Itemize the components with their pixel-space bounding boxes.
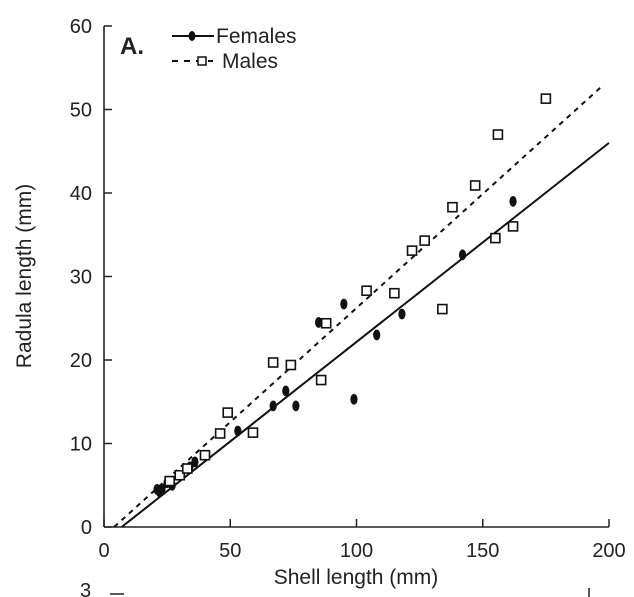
data-point-females (282, 385, 290, 397)
data-point-males (214, 428, 226, 439)
data-point-males (285, 359, 297, 371)
axes (103, 26, 609, 528)
data-point-males (182, 463, 193, 474)
y-tick-label: 60 (70, 16, 92, 38)
data-point-males (361, 285, 372, 296)
data-point-males (492, 129, 504, 140)
y-axis-title: Radula length (mm) (13, 184, 36, 368)
data-point-females (292, 400, 300, 412)
fit-lines (113, 83, 610, 528)
data-point-males (164, 475, 175, 487)
x-tick-label: 200 (592, 540, 625, 562)
data-point-females (269, 400, 277, 412)
data-point-males (222, 407, 234, 418)
axis-ticks: 0 10 20 30 40 50 60 0 50 100 150 200 (70, 16, 626, 562)
y-tick-label: 30 (70, 267, 92, 289)
data-point-females (191, 456, 199, 468)
legend-males-marker (197, 56, 207, 66)
x-tick-label: 0 (98, 540, 109, 562)
data-point-males (247, 427, 259, 438)
data-point-males (406, 245, 418, 256)
data-point-females (458, 249, 467, 261)
x-tick-label: 100 (340, 540, 373, 562)
data-point-males (437, 303, 448, 315)
panel-label: A. (120, 33, 144, 60)
x-axis-title: Shell length (mm) (274, 566, 439, 589)
data-point-females (509, 195, 517, 207)
x-tick-label: 150 (466, 540, 499, 562)
y-tick-label: 10 (70, 434, 92, 456)
legend-females-marker (188, 31, 196, 41)
data-point-males (419, 235, 430, 246)
y-tick-label: 0 (81, 517, 92, 539)
data-point-females (315, 317, 323, 328)
footer-page-number: 3 (80, 580, 91, 597)
data-markers (153, 93, 552, 498)
data-point-females (373, 329, 381, 341)
data-point-males (174, 469, 186, 481)
data-point-males (540, 93, 552, 104)
y-tick-label: 20 (70, 350, 92, 372)
footer: 3 (80, 580, 590, 597)
data-point-females (234, 425, 242, 437)
y-tick-label: 50 (70, 100, 92, 122)
data-point-males (320, 317, 332, 329)
fit-line-females (121, 142, 610, 528)
data-point-females (350, 393, 358, 405)
data-point-males (507, 221, 519, 232)
legend-males-label: Males (222, 50, 278, 73)
data-point-males (389, 287, 400, 299)
data-point-females (340, 298, 348, 310)
fit-line-males (113, 83, 605, 528)
x-tick-label: 50 (219, 540, 241, 562)
data-point-females (398, 308, 406, 320)
data-point-males (267, 357, 279, 368)
data-point-males (490, 232, 501, 244)
data-point-males (469, 180, 481, 191)
data-point-males (315, 374, 327, 386)
data-point-males (447, 201, 458, 213)
y-tick-label: 40 (70, 183, 92, 205)
data-point-females (158, 483, 166, 494)
data-point-males (199, 449, 211, 461)
legend: Females Males (172, 25, 297, 73)
legend-females-label: Females (216, 25, 297, 48)
